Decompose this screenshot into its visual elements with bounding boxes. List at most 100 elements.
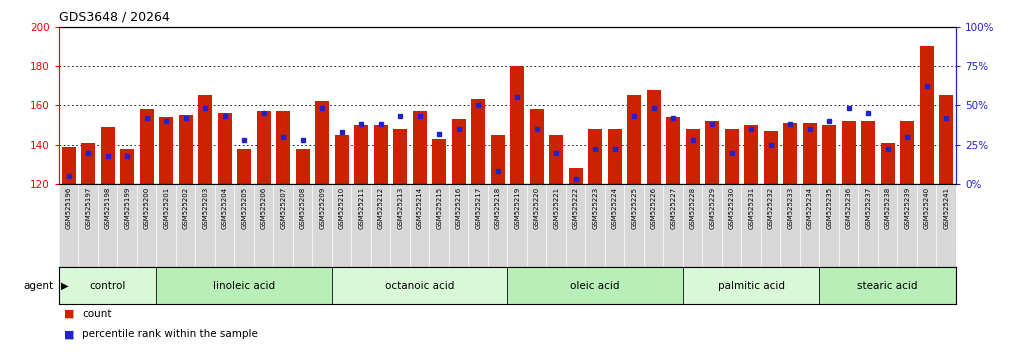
Text: GSM525228: GSM525228 <box>690 187 696 229</box>
Text: GSM525213: GSM525213 <box>398 187 403 229</box>
Text: GSM525204: GSM525204 <box>222 187 228 229</box>
Text: GSM525236: GSM525236 <box>846 187 851 229</box>
Text: GSM525205: GSM525205 <box>241 187 247 229</box>
Bar <box>277 111 290 184</box>
Text: GSM525226: GSM525226 <box>651 187 657 229</box>
Text: count: count <box>82 309 112 319</box>
Text: GSM525203: GSM525203 <box>202 187 208 229</box>
Text: GSM525218: GSM525218 <box>494 187 500 229</box>
Text: GSM525202: GSM525202 <box>183 187 189 229</box>
Bar <box>120 149 134 184</box>
Text: GSM525210: GSM525210 <box>339 187 345 229</box>
Bar <box>783 123 797 184</box>
Text: GSM525225: GSM525225 <box>632 187 638 229</box>
Bar <box>685 129 700 184</box>
Text: GSM525230: GSM525230 <box>729 187 734 229</box>
Bar <box>549 135 563 184</box>
Bar <box>940 96 953 184</box>
Text: GSM525201: GSM525201 <box>164 187 169 229</box>
Text: GSM525207: GSM525207 <box>281 187 286 229</box>
Bar <box>198 96 213 184</box>
Bar <box>413 111 426 184</box>
Bar <box>374 125 387 184</box>
Bar <box>589 129 602 184</box>
Bar <box>802 123 817 184</box>
Bar <box>140 109 154 184</box>
Text: GSM525239: GSM525239 <box>904 187 910 229</box>
Text: GSM525232: GSM525232 <box>768 187 774 229</box>
Bar <box>157 267 332 304</box>
Bar <box>491 135 504 184</box>
Text: linoleic acid: linoleic acid <box>214 281 276 291</box>
Text: GSM525234: GSM525234 <box>806 187 813 229</box>
Text: GSM525235: GSM525235 <box>826 187 832 229</box>
Bar <box>881 143 895 184</box>
Text: GSM525198: GSM525198 <box>105 187 111 229</box>
Text: GSM525200: GSM525200 <box>143 187 149 229</box>
Text: GSM525221: GSM525221 <box>553 187 559 229</box>
Bar <box>627 96 641 184</box>
Bar <box>725 129 738 184</box>
Bar <box>920 46 934 184</box>
Bar <box>530 109 543 184</box>
Text: oleic acid: oleic acid <box>571 281 620 291</box>
Bar <box>59 267 157 304</box>
Text: GSM525241: GSM525241 <box>943 187 949 229</box>
Bar <box>823 125 836 184</box>
Bar <box>81 143 95 184</box>
Bar <box>218 113 232 184</box>
Bar <box>861 121 875 184</box>
Text: GSM525227: GSM525227 <box>670 187 676 229</box>
Text: control: control <box>89 281 126 291</box>
Text: GSM525237: GSM525237 <box>865 187 872 229</box>
Text: GSM525219: GSM525219 <box>515 187 521 229</box>
Bar <box>296 149 309 184</box>
Text: GSM525211: GSM525211 <box>358 187 364 229</box>
Bar <box>332 267 507 304</box>
Text: GSM525220: GSM525220 <box>534 187 540 229</box>
Bar <box>900 121 914 184</box>
Bar <box>237 149 251 184</box>
Bar <box>666 117 680 184</box>
Bar <box>647 90 661 184</box>
Text: GSM525212: GSM525212 <box>377 187 383 229</box>
Bar <box>257 111 271 184</box>
Text: GSM525233: GSM525233 <box>787 187 793 229</box>
Bar <box>744 125 758 184</box>
Text: GSM525196: GSM525196 <box>66 187 72 229</box>
Text: GSM525231: GSM525231 <box>749 187 755 229</box>
Text: ▶: ▶ <box>61 281 68 291</box>
Bar <box>511 66 524 184</box>
Bar <box>432 139 446 184</box>
Text: GSM525222: GSM525222 <box>573 187 579 229</box>
Text: agent: agent <box>23 281 54 291</box>
Text: ■: ■ <box>64 329 74 339</box>
Text: palmitic acid: palmitic acid <box>718 281 785 291</box>
Bar <box>394 129 407 184</box>
Bar <box>683 267 820 304</box>
Bar <box>315 101 330 184</box>
Bar <box>101 127 115 184</box>
Bar <box>335 135 349 184</box>
Bar <box>179 115 192 184</box>
Bar <box>507 267 683 304</box>
Text: GSM525217: GSM525217 <box>475 187 481 229</box>
Text: GSM525206: GSM525206 <box>260 187 266 229</box>
Bar <box>569 169 583 184</box>
Text: GSM525197: GSM525197 <box>85 187 92 229</box>
Bar <box>820 267 956 304</box>
Text: octanoic acid: octanoic acid <box>385 281 455 291</box>
Text: GSM525216: GSM525216 <box>456 187 462 229</box>
Text: GSM525214: GSM525214 <box>417 187 423 229</box>
Text: GSM525209: GSM525209 <box>319 187 325 229</box>
Bar <box>452 119 466 184</box>
Text: GSM525223: GSM525223 <box>592 187 598 229</box>
Bar <box>354 125 368 184</box>
Bar <box>472 99 485 184</box>
Text: percentile rank within the sample: percentile rank within the sample <box>82 329 258 339</box>
Bar <box>608 129 621 184</box>
Text: GSM525238: GSM525238 <box>885 187 891 229</box>
Bar <box>842 121 855 184</box>
Text: GSM525229: GSM525229 <box>709 187 715 229</box>
Text: GSM525240: GSM525240 <box>923 187 930 229</box>
